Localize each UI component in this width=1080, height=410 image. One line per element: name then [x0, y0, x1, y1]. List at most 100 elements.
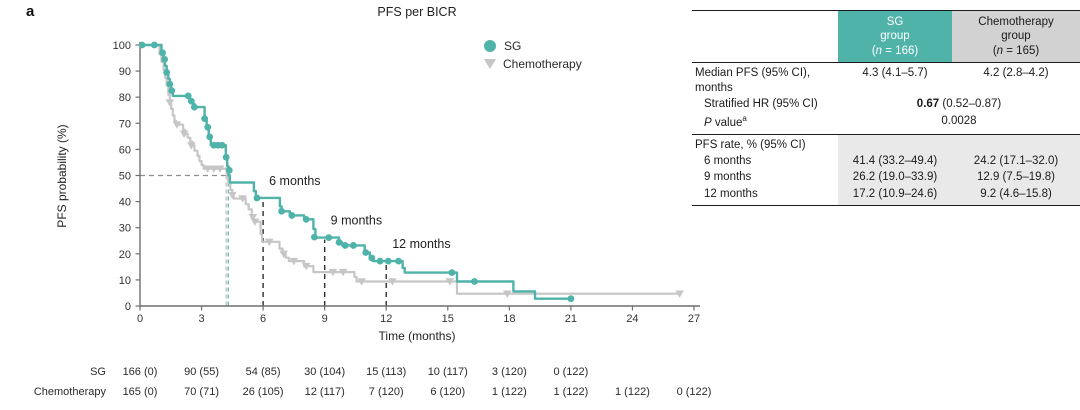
risk-count: 1 (122) — [615, 386, 650, 398]
sg-censor-mark — [187, 97, 195, 105]
risk-count: 26 (105) — [243, 386, 284, 398]
sg-censor-mark — [349, 242, 357, 249]
sg-censor-mark — [138, 41, 146, 49]
stats-header-row: SG group (n = 166) Chemotherapy group (n = 16… — [692, 10, 1080, 64]
chemotherapy-censor-mark — [228, 191, 237, 200]
stats-row: Median PFS (95% CI), months 4.3 (4.1–5.7)… — [692, 63, 1080, 97]
risk-count: 12 (117) — [305, 386, 345, 398]
y-tick-label: 80 — [119, 92, 131, 104]
stats-header-empty-cell — [692, 10, 838, 64]
chemotherapy-censor-mark — [502, 290, 512, 298]
stats-chemotherapy-value: 12.9 (7.5–19.8) — [952, 169, 1080, 187]
sg-censor-mark — [253, 194, 261, 202]
stats-table-header: SG group (n = 166) Chemotherapy group (n = 16… — [692, 10, 1080, 64]
chemotherapy-censor-mark — [445, 278, 455, 286]
stats-row: 6 months 41.4 (33.2–49.4) 24.2 (17.1–32.0) — [692, 153, 1080, 170]
stats-row: 9 months 26.2 (19.0–33.9) 12.9 (7.5–19.8) — [692, 169, 1080, 187]
x-tick-label: 0 — [137, 313, 143, 325]
legend-item-chemotherapy: Chemotherapy — [484, 55, 582, 73]
y-tick-label: 100 — [113, 40, 131, 52]
x-tick-label: 24 — [626, 313, 638, 325]
x-axis-label: Time (months) — [378, 329, 456, 343]
risk-count: 0 (122) — [677, 386, 712, 398]
sg-censor-mark — [341, 242, 349, 249]
chemotherapy-censor-mark — [301, 262, 311, 271]
sg-circle-marker-icon — [484, 40, 496, 52]
y-tick-label: 50 — [119, 171, 131, 183]
chemotherapy-censor-mark — [250, 218, 260, 226]
sg-censor-mark — [168, 87, 176, 95]
sg-censor-mark — [206, 133, 214, 141]
legend-label-chemotherapy: Chemotherapy — [503, 57, 582, 71]
risk-count: 1 (122) — [553, 386, 588, 398]
risk-count: 166 (0) — [123, 366, 158, 378]
stats-chemotherapy-value: 4.2 (2.8–4.2) — [983, 66, 1049, 79]
sg-censor-mark — [395, 257, 402, 265]
sg-censor-mark — [376, 257, 384, 265]
y-tick-label: 10 — [119, 275, 131, 287]
stats-sg-value: 41.4 (33.2–49.4) — [838, 153, 952, 170]
sg-censor-mark — [368, 254, 376, 262]
x-tick-label: 9 — [322, 313, 328, 325]
risk-count: 70 (71) — [184, 386, 219, 398]
chemotherapy-censor-mark — [215, 165, 225, 173]
stats-span-value: 0.0028 — [941, 114, 977, 127]
stats-row-label: 9 months — [704, 171, 752, 184]
milestone-annotation: 6 months — [269, 174, 320, 188]
chemotherapy-censor-mark — [289, 257, 299, 266]
risk-count: 165 (0) — [123, 386, 158, 398]
stats-table: SG group (n = 166) Chemotherapy group (n = 16… — [692, 10, 1080, 207]
panel-label: a — [26, 3, 35, 20]
risk-count: 90 (55) — [184, 366, 219, 378]
milestone-annotation: 9 months — [331, 214, 382, 228]
chart-title: PFS per BICR — [377, 5, 457, 19]
risk-row-label: Chemotherapy — [34, 386, 107, 398]
stats-sg-value — [838, 134, 952, 154]
chemotherapy-censor-mark — [203, 165, 213, 173]
stats-table-body: Median PFS (95% CI), months 4.3 (4.1–5.7)… — [692, 63, 1080, 206]
stats-row: 12 months 17.2 (10.9–24.6) 9.2 (4.6–15.8) — [692, 186, 1080, 206]
stats-header-sg: SG group (n = 166) — [838, 10, 952, 64]
sg-censor-mark — [184, 92, 192, 100]
chemotherapy-censor-mark — [357, 278, 366, 286]
chemotherapy-censor-mark — [338, 268, 348, 277]
sg-censor-mark — [471, 278, 478, 285]
risk-count: 7 (120) — [369, 386, 404, 398]
risk-count: 3 (120) — [492, 366, 527, 378]
legend-item-sg: SG — [484, 37, 582, 55]
stats-row-label: Median PFS (95% CI), months — [695, 66, 811, 95]
y-tick-label: 90 — [119, 66, 131, 78]
sg-censor-mark — [161, 55, 169, 63]
stats-row-label: P valuea — [704, 113, 747, 129]
sg-censor-mark — [448, 269, 456, 276]
chemotherapy-censor-mark — [279, 250, 288, 258]
chemotherapy-censor-mark — [209, 165, 219, 173]
stats-row: PFS rate, % (95% CI) — [692, 134, 1080, 154]
x-tick-label: 18 — [503, 313, 515, 325]
sg-censor-mark — [567, 295, 575, 303]
sg-censor-mark — [201, 115, 209, 123]
risk-count: 54 (85) — [246, 366, 281, 378]
km-plot: 0 10 20 30 40 50 60 70 80 90 100 0 3 6 9 12 15 18 21 24 27 6 … — [34, 40, 712, 398]
sg-censor-mark — [311, 233, 318, 241]
stats-row-label: Stratified HR (95% CI) — [704, 98, 818, 111]
sg-censor-mark — [159, 49, 166, 57]
sg-censor-mark — [302, 215, 310, 223]
sg-censor-mark — [204, 123, 212, 131]
sg-censor-mark — [222, 153, 230, 161]
sg-censor-mark — [325, 234, 333, 242]
risk-row-label: SG — [90, 366, 106, 378]
stats-row-label: 6 months — [704, 154, 752, 167]
stats-row: P valuea 0.0028 — [692, 113, 1080, 134]
y-tick-label: 0 — [125, 301, 131, 313]
legend-label-sg: SG — [504, 39, 522, 53]
chart-legend: SG Chemotherapy — [484, 37, 582, 73]
sg-censor-mark — [278, 207, 285, 215]
chemotherapy-censor-mark — [165, 99, 175, 107]
y-tick-label: 30 — [119, 223, 131, 235]
y-tick-label: 20 — [119, 249, 131, 261]
risk-count: 15 (113) — [366, 366, 406, 378]
stats-sg-value: 4.3 (4.1–5.7) — [862, 66, 928, 79]
chemotherapy-censor-mark — [238, 195, 247, 203]
